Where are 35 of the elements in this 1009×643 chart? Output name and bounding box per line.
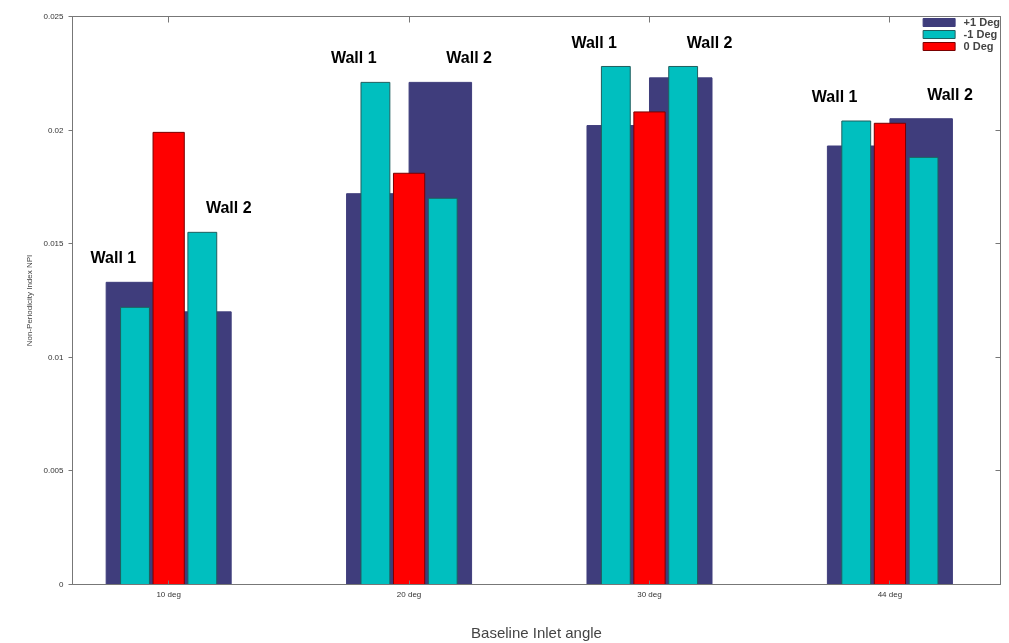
- x-tick-label: 30 deg: [637, 589, 662, 599]
- bar: [120, 306, 150, 585]
- bar: [841, 120, 872, 585]
- bar: [152, 131, 185, 585]
- legend-label: -1 Deg: [963, 28, 998, 40]
- legend-label: +1 Deg: [963, 16, 1000, 28]
- bar: [668, 65, 699, 585]
- bar: [633, 111, 666, 585]
- y-tick-label: 0.015: [43, 239, 65, 249]
- bar: [187, 231, 218, 585]
- annotation: Wall 2: [205, 199, 252, 217]
- y-tick-label: 0.01: [47, 352, 65, 362]
- annotation: Wall 2: [927, 85, 973, 103]
- bar: [427, 197, 458, 585]
- annotation: Wall 1: [90, 249, 137, 267]
- x-axis-title: Baseline Inlet angle: [471, 623, 602, 641]
- annotation: Wall 1: [330, 49, 377, 67]
- y-tick-label: 0.005: [43, 466, 65, 476]
- x-tick-label: 44 deg: [877, 589, 903, 599]
- annotation: Wall 2: [686, 33, 733, 51]
- x-tick-label: 10 deg: [156, 589, 181, 599]
- x-tick-label: 20 deg: [396, 589, 422, 599]
- legend-label: 0 Deg: [963, 40, 994, 52]
- y-tick-label: 0.025: [43, 12, 65, 21]
- annotation: Wall 1: [571, 33, 618, 51]
- y-axis-title: Non-Periodicity Index NPI: [25, 254, 35, 347]
- bar: [600, 65, 631, 585]
- bar: [908, 156, 939, 585]
- y-tick-label: 0.02: [47, 125, 65, 135]
- bar: [392, 172, 426, 585]
- annotation: Wall 1: [811, 88, 858, 106]
- bar: [360, 81, 391, 585]
- annotation: Wall 2: [446, 49, 493, 67]
- bar: [873, 122, 907, 585]
- y-tick-label: 0: [59, 580, 65, 589]
